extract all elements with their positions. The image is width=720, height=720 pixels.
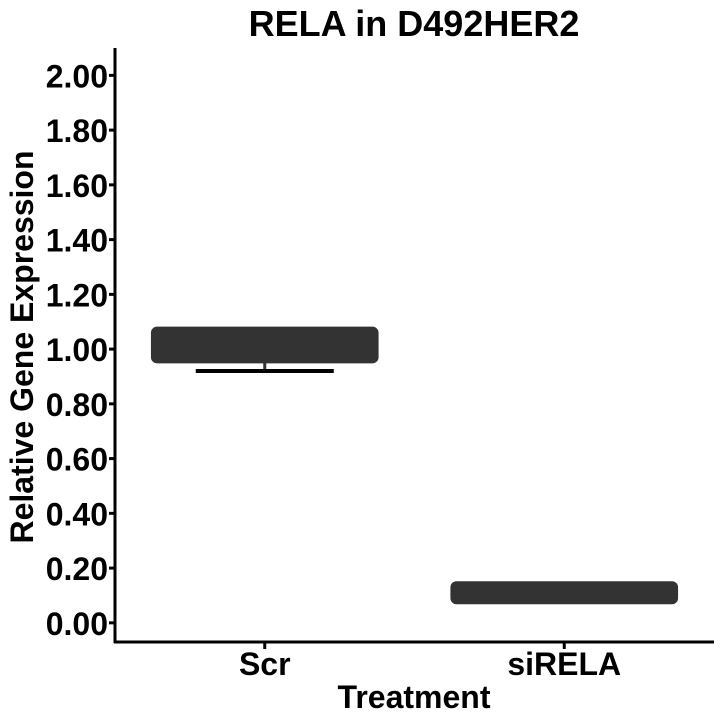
x-axis-ticks: Scr siRELA [239,642,621,682]
x-axis-label: Treatment [338,679,491,715]
y-tick-label: 0.60 [46,442,108,478]
y-tick-label: 2.00 [46,58,108,94]
box-sirela [450,581,679,605]
box-scr [150,326,379,374]
x-tick-label: Scr [239,646,291,682]
y-tick-label: 0.00 [46,606,108,642]
y-tick-label: 0.80 [46,387,108,423]
x-tick-label: siRELA [507,646,621,682]
plot-area [150,326,679,605]
y-tick-label: 0.20 [46,551,108,587]
y-axis-label: Relative Gene Expression [4,150,40,543]
y-tick-label: 1.60 [46,168,108,204]
y-tick-label: 0.40 [46,496,108,532]
y-tick-label: 1.40 [46,223,108,259]
y-tick-label: 1.80 [46,113,108,149]
chart-title: RELA in D492HER2 [249,3,580,44]
y-tick-label: 1.00 [46,332,108,368]
y-tick-label: 1.20 [46,277,108,313]
y-axis-ticks: 0.00 0.20 0.40 0.60 0.80 1.00 1.20 1.40 1.60 1.80… [46,58,115,642]
